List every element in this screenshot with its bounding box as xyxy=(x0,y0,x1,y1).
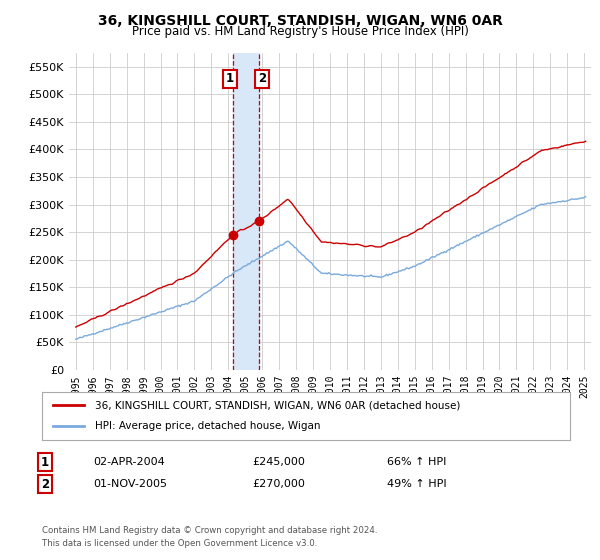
Bar xyxy=(233,53,259,370)
Text: This data is licensed under the Open Government Licence v3.0.: This data is licensed under the Open Gov… xyxy=(42,539,317,548)
Text: 66% ↑ HPI: 66% ↑ HPI xyxy=(387,457,446,467)
Text: HPI: Average price, detached house, Wigan: HPI: Average price, detached house, Wiga… xyxy=(95,421,320,431)
Text: 1: 1 xyxy=(226,72,234,86)
Text: £245,000: £245,000 xyxy=(252,457,305,467)
Text: Contains HM Land Registry data © Crown copyright and database right 2024.: Contains HM Land Registry data © Crown c… xyxy=(42,526,377,535)
Text: 49% ↑ HPI: 49% ↑ HPI xyxy=(387,479,446,489)
Text: 2: 2 xyxy=(258,72,266,86)
Text: 01-NOV-2005: 01-NOV-2005 xyxy=(93,479,167,489)
Text: 02-APR-2004: 02-APR-2004 xyxy=(93,457,165,467)
Text: 1: 1 xyxy=(41,455,49,469)
Text: Price paid vs. HM Land Registry's House Price Index (HPI): Price paid vs. HM Land Registry's House … xyxy=(131,25,469,38)
Text: 2: 2 xyxy=(41,478,49,491)
Text: 36, KINGSHILL COURT, STANDISH, WIGAN, WN6 0AR: 36, KINGSHILL COURT, STANDISH, WIGAN, WN… xyxy=(98,14,502,28)
Text: 36, KINGSHILL COURT, STANDISH, WIGAN, WN6 0AR (detached house): 36, KINGSHILL COURT, STANDISH, WIGAN, WN… xyxy=(95,400,460,410)
Text: £270,000: £270,000 xyxy=(252,479,305,489)
